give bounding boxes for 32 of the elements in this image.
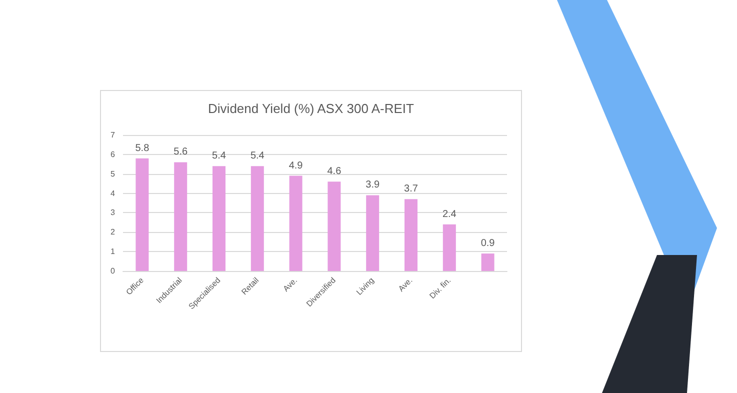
data-label: 4.9 (288, 160, 304, 172)
y-tick-label: 1 (110, 247, 116, 256)
y-tick-label: 3 (110, 208, 116, 218)
data-label: 5.4 (250, 150, 265, 162)
bar (212, 166, 226, 271)
bar (481, 254, 494, 271)
chart-title: Dividend Yield (%) ASX 300 A-REIT (208, 101, 414, 116)
x-tick-label: Ave. (281, 276, 299, 294)
bar (136, 158, 149, 271)
bar (442, 224, 456, 271)
data-label: 3.7 (404, 184, 418, 195)
bar (404, 199, 418, 271)
bar (289, 176, 302, 271)
data-label: 2.4 (442, 208, 457, 220)
y-tick-label: 5 (110, 169, 116, 178)
bar (250, 166, 264, 271)
data-label: 3.9 (366, 180, 380, 191)
data-label: 4.6 (327, 166, 342, 178)
y-tick-label: 7 (110, 130, 116, 140)
bar (366, 195, 380, 271)
data-label: 5.6 (174, 146, 188, 158)
y-tick-label: 0 (110, 266, 116, 276)
y-tick-label: 6 (110, 150, 116, 159)
data-label: 0.9 (480, 238, 496, 250)
data-label: 5.8 (135, 142, 150, 154)
bar (328, 182, 341, 271)
data-label: 5.4 (212, 150, 226, 162)
bar (174, 162, 188, 271)
y-tick-label: 2 (110, 228, 116, 237)
x-tick-label: Div. fin. (428, 276, 453, 301)
x-tick-label: Ave. (396, 276, 414, 294)
y-tick-label: 4 (110, 188, 116, 198)
